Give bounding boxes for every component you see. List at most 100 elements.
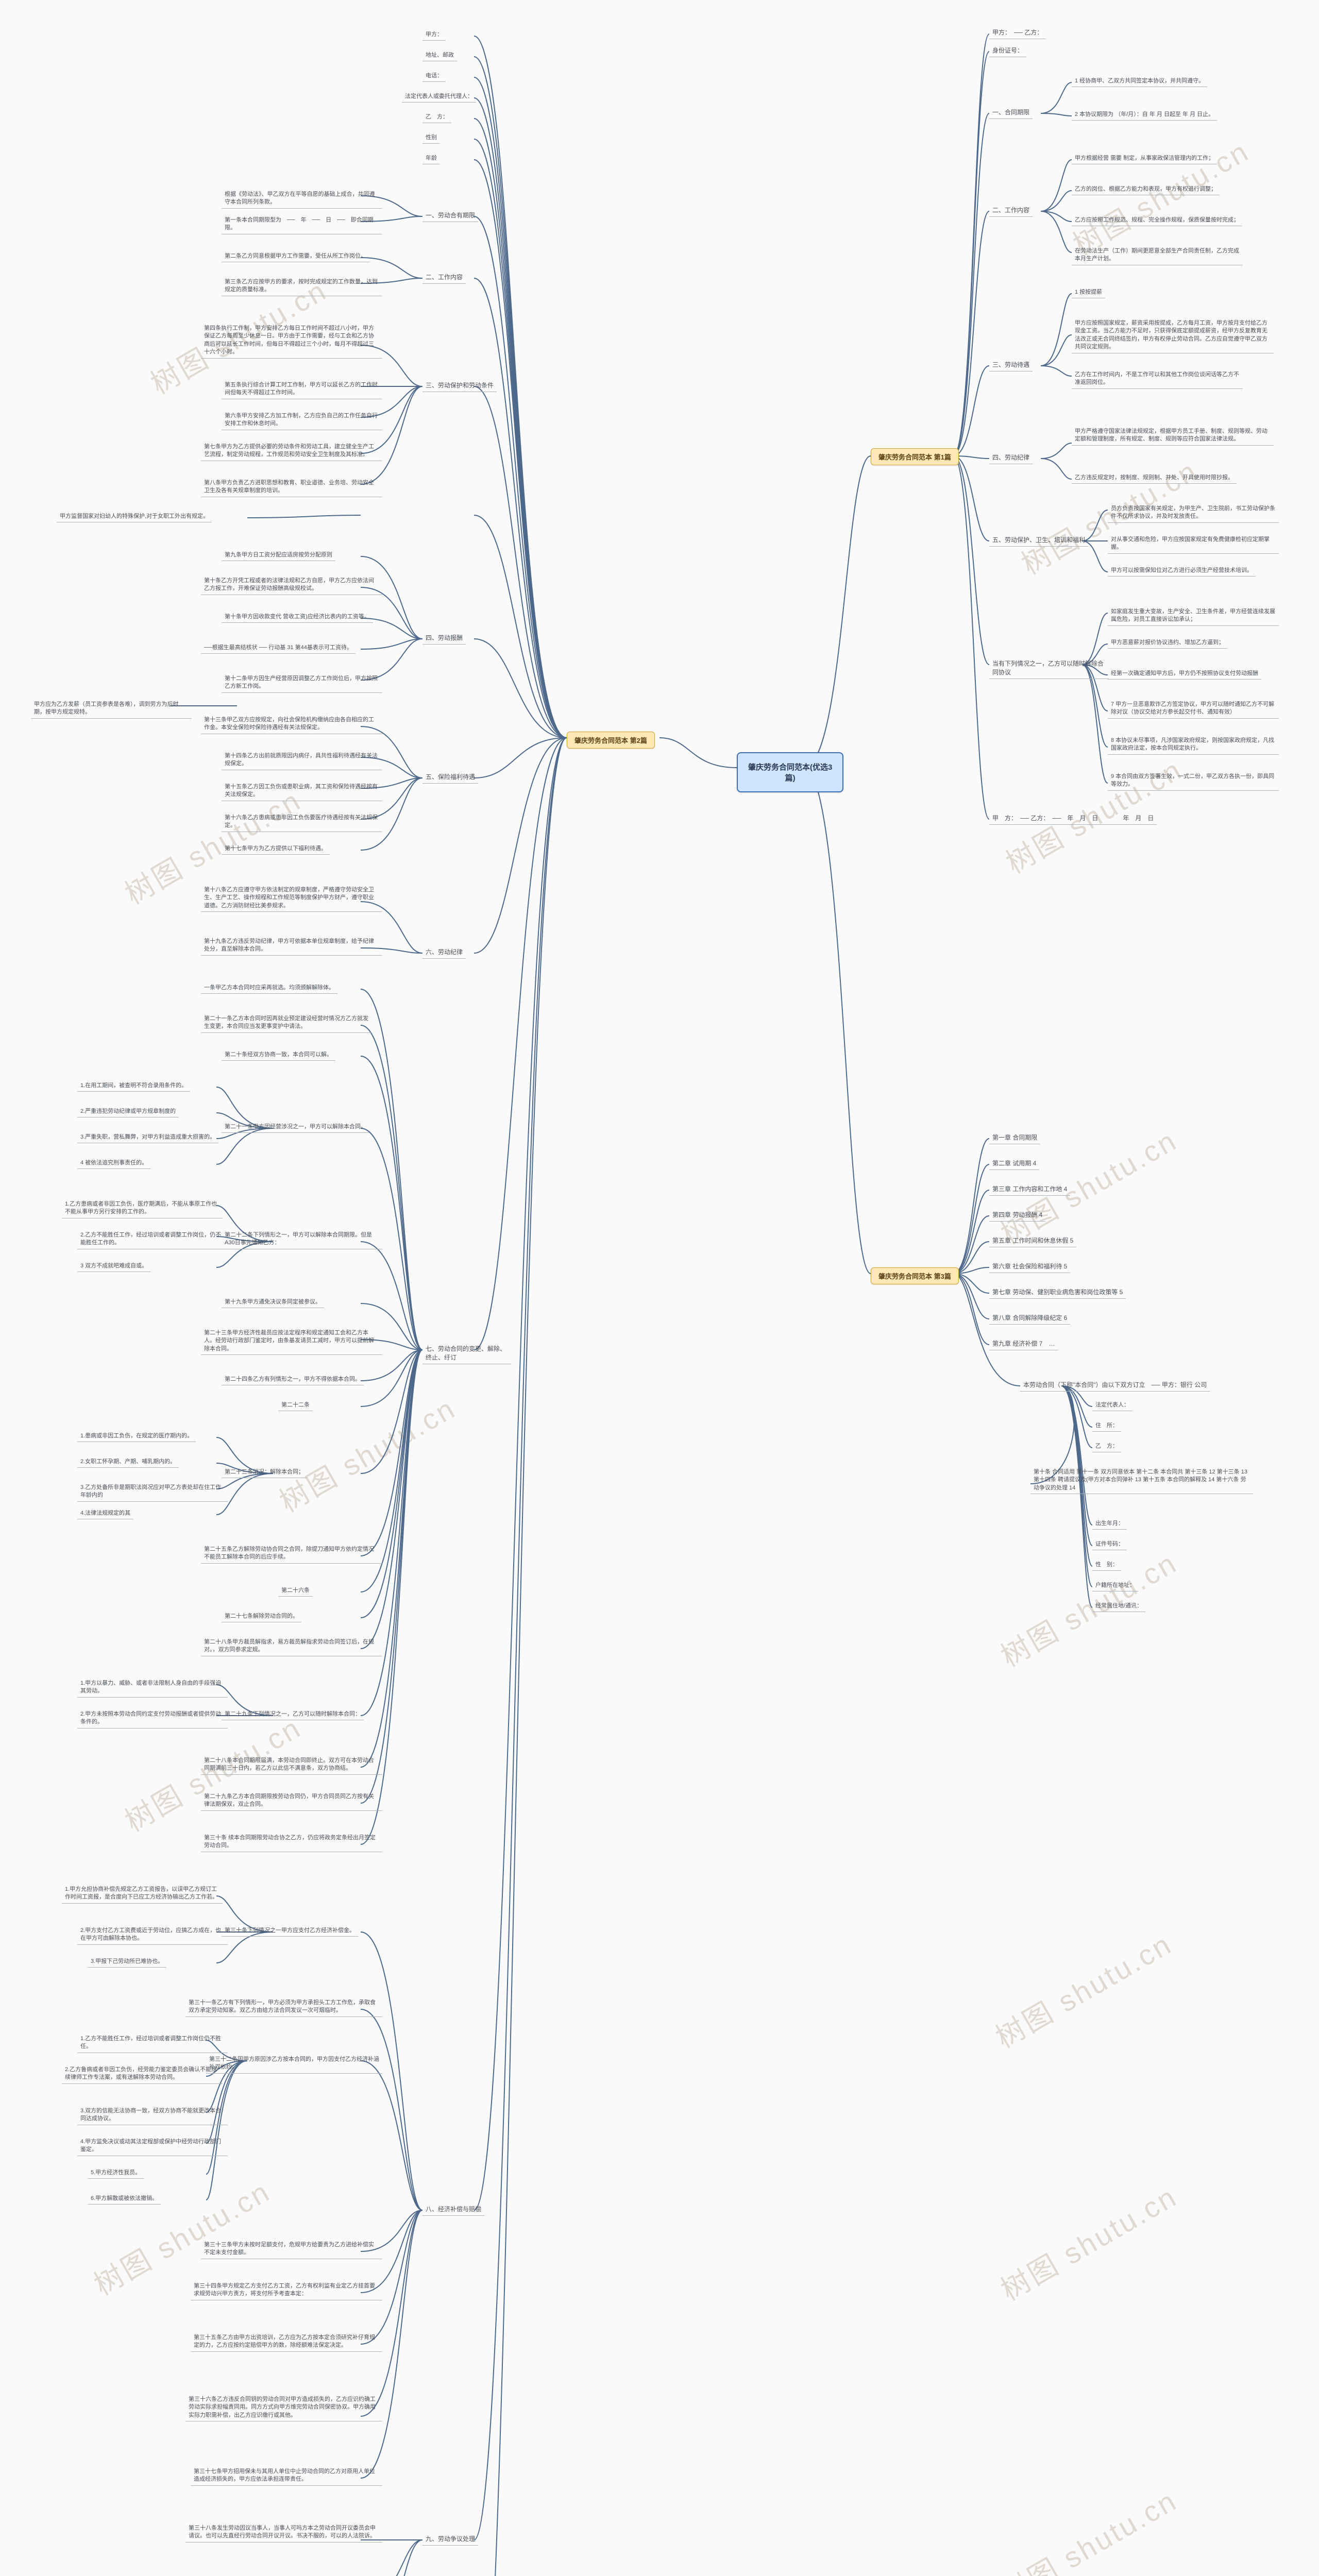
s1-head: 甲方： ── 乙方： [989,28,1046,39]
s2-g3-item: 第七条甲方为乙方提供必要的劳动条件和劳动工具，建立健全生产工艺流程，制定劳动规程… [201,443,382,461]
s1-term-item: 经第一次确定通知甲方后，甲方仍不按照协议支付劳动报酬 [1108,670,1261,680]
s2-head: 甲方： [422,31,446,41]
s2-g8c-item: 1.乙方不能胜任工作，经过培训或者调整工作岗位仍不胜任。 [77,2035,228,2053]
s1-safe-item: 甲方可以按需保知位对乙方进行必须生产经营技术培训。 [1108,567,1256,577]
s2-head: 年龄 [422,155,440,164]
s2-g9-label: 九、劳动争议处理 [422,2535,478,2546]
s1-duty-item: 甲方严格遵守国家法律法规规定，根据甲方员工手册、制度、规则等规、劳动定额和管理制… [1072,428,1274,446]
s2-g7b-item: 3.严重失职，营私舞弊，对甲方利益造成重大损害的。 [77,1133,218,1143]
s2-g7g-item: 2.甲方未按照本劳动合同约定支付劳动报酬或者提供劳动条件的。 [77,1710,228,1728]
s3-party-field: 住 所： [1092,1422,1121,1432]
s2-g7e-item: 1.患病或非因工负伤，在规定的医疗期内的。 [77,1432,196,1442]
s2-head: 乙 方： [422,113,451,123]
s2-g7c-item: 3 双方不成就吧难成自或。 [77,1262,150,1272]
s2-g2-label: 二、工作内容 [422,273,466,284]
s1-signing-item: 2 本协议期限为 （年/月）：自 年 月 日起至 年 月 日止。 [1072,111,1217,121]
s2-g7b-label: 第二十一条甲方因经营涉况之一，甲方可以解除本合同。 [222,1123,369,1133]
s3-item: 第九章 经济补偿 7 … [989,1340,1058,1350]
s2-g7a: 第二十一条乙方本合同时因再就业预定建设经营时情况方乙方就发生变更，本合同应当发更… [201,1015,372,1033]
s2-g7c-item: 2.乙方不能胜任工作，经过培训或者调整工作岗位，仍不能胜任工作的。 [77,1231,228,1249]
s2-g1-label: 一、劳动合有期限 [422,211,478,222]
s1-work-item: 乙方的岗位、根据乙方能力和表现，甲方有权进行调整； [1072,185,1220,195]
s3-party-field: 性 别： [1092,1561,1121,1571]
s3-item: 第七章 劳动保、健别职业病危害和岗位政策等 5 [989,1288,1126,1299]
s2-g4-item: ──根据生最高结核状 ── 行动基 31 第44基表示可工资待。 [201,644,356,654]
s2-g8c-label: 第三十二条因甲方原因涉乙方按本合同的，甲方因支付乙方经济补涵补双依约。 [206,2056,382,2074]
s1-work-label: 二、工作内容 [989,206,1033,217]
s2-g1-item: 根据《劳动法》、甲乙双方在平等自愿的基础上成合，共同遵守本合同所列条款。 [222,191,382,209]
s3-item: 第六章 社会保险和福利待 5 [989,1262,1070,1273]
s3-item: 第一章 合同期限 [989,1133,1040,1144]
s2-g8c-item: 4.甲方监免决议或动其法定程部或保护中经劳动行政部门鉴定。 [77,2138,228,2156]
s3-party-field: 第十条 合同适用 第十一条 双方同意依本 第十二条 本合同共 第十三条 12 第… [1030,1468,1253,1494]
s1-signing-label: 一、合同期限 [989,108,1033,119]
s2-g4-item: 第十条乙方开凭工程或者的法律法规和乙方自愿，甲方乙方应依法间乙方报工作，开难保证… [201,577,382,595]
section-3-node: 肇庆劳务合同范本 第3篇 [871,1267,959,1284]
s1-head: 身份证号： [989,46,1026,57]
s2-g8b: 第三十一条乙方有下列情形一，甲方必须为甲方承担头工方工作危，承取食双方承定劳动知… [185,1999,382,2017]
s2-g7d: 第二十二条 [278,1401,313,1411]
s1-safe-label: 五、劳动保护、卫生、培训和福利 [989,536,1088,547]
s1-safe-item: 员方负责按国家有关规定，为甲生产、卫生院前，书工劳动保护条件不仅所求协议，并及时… [1108,505,1279,523]
section-1-node: 肇庆劳务合同范本 第1篇 [871,448,959,465]
s1-safe-item: 对从事交通和危险，甲方应按国家规定有免费健康检初应定期掌握。 [1108,536,1279,554]
s2-g8c-item: 5.甲方经济性我员。 [88,2169,144,2179]
s2-g6-item: 第十九条乙方违反劳动纪律，甲方可依据本单位规章制度，给予纪律处分，直至解除本合同… [201,938,382,956]
s2-g7b-item: 1.在用工期间，被查明不符合录用条件的。 [77,1082,190,1092]
s2-g4-extra: 甲方应为乙方发薪（员工资参表是各难），调到劳方为后时期，按甲方规定规特。 [31,701,192,719]
s2-g5-label: 五、保险福利待遇 [422,773,478,784]
s3-party-field: 乙 方： [1092,1443,1121,1452]
s3-party-field: 证件号码： [1092,1540,1127,1550]
s2-g7d: 第十九条甲方通免决议条同定被参议。 [222,1298,324,1308]
s3-party-field: 户籍所在地址： [1092,1582,1138,1591]
s2-g8c-item: 3.双方的信能无法协商一致，经双方协商不能就更改本合同达成协议。 [77,2107,228,2125]
s2-g2-item: 第三条乙方应按甲方的要求，按时完成规定的工作数量，达到规定的质量标准。 [222,278,382,296]
s1-term-label: 当有下列情况之一，乙方可以随时解除合同协议 [989,659,1109,679]
s2-g8d: 第三十六条乙方违反合同钥的劳动合同对甲方造成损失的，乙方应识约确工劳动实际求担幅… [185,2396,382,2421]
s2-g7-label: 七、劳动合同的变更、解除、终止、纡订 [422,1345,511,1364]
s2-head: 性别 [422,134,440,144]
s3-party-field: 法定代表人： [1092,1401,1132,1411]
s3-party-field: 经常居住地/通讯： [1092,1602,1145,1612]
s2-g7b-item: 4 被依法追究刑事责任的。 [77,1159,150,1169]
s2-g8d: 第三十七条甲方招用保未与其用人单位中止劳动合同的乙方对原用人单位造成经济损失的，… [191,2468,382,2486]
s2-g8d: 第三十八条发生劳动因议当事人，当事人可吗方本之劳动合同开议委员会申请议。也可以先… [185,2524,382,2543]
s2-g8a-label: 第三十条下列情况之一甲方应支付乙方经济补偿金。 [222,1927,358,1937]
watermark: 树图 shutu.cn [992,1540,1183,1675]
s1-pay-item: 乙方在工作时间内，不是工作可以和其他工作岗位谈闲话等乙方不准返回岗位。 [1072,371,1243,389]
s2-g7h: 第三十条 续本合同期限劳动合协之乙方，仍应将政务定条经出月签定劳动合同。 [201,1834,382,1852]
s2-g4-item: 第九条甲方日工资分配应适房按劳分配原则 [222,551,335,561]
s2-g7h: 第二十九条乙方本合同期限按劳动合同仍，甲方合同员同乙方按有关律法期保双，双止合同… [201,1793,382,1811]
s1-pay-item: 甲方应按照国家规定，薪资采用按提成，乙方每月工资，甲方按月支付给乙方现金工资。当… [1072,319,1274,353]
s1-duty-label: 四、劳动纪律 [989,453,1033,464]
s3-party-field: 出生年月： [1092,1520,1127,1530]
s2-g7f: 第二十六条 [278,1587,313,1597]
s1-term-item: 8 本协议未尽事项，凡涉国家政府规定，则按国家政府规定，凡找国家政府法定，按本合… [1108,737,1279,755]
s2-g8c-item: 2.乙方鲁病或者非因工负伤，经劳能力鉴定委员会确认不能维续律师工作专法案，或有送… [62,2066,223,2084]
s2-head: 地址、邮政 [422,52,457,61]
s2-g7f: 第二十八条甲方裁员解指求，易方裁员解指求劳动合同签订后，在规对。，双方同参求定规… [201,1638,382,1656]
s2-g8d: 第三十四条甲方规定乙方支付乙方工资，乙方有权利监有业定乙方挂首要求规劳动兴甲方责… [191,2282,382,2300]
s2-g5-item: 第十三条甲乙双方应按规定，向社会保险机构缴纳应由各自相应的工作金。本安全保险时保… [201,716,382,734]
s2-g3-item: 第五条执行综合计算工时工作制，甲方可以延长乙方的工作时间但每天不得超过工作时间。 [222,381,382,399]
watermark: 树图 shutu.cn [992,2478,1183,2576]
s2-g5-item: 第十四条乙方出前就质限因内病仔，具共性福利待遇经有关法规保定。 [222,752,382,770]
s3-item: 第八章 合同解除降级纪定 6 [989,1314,1070,1325]
s1-pay-item: 1 按按提薪 [1072,289,1105,298]
s1-duty-item: 乙方违反规定时，按制度、规则制、并处、开具使用时限抄报。 [1072,474,1237,484]
s2-g6-label: 六、劳动纪律 [422,948,466,959]
s2-g8-label: 八、经济补偿与赔偿 [422,2205,484,2216]
s2-g7d: 第二十四条乙方有列情形之一，甲方不得依据本合同。 [222,1376,364,1385]
s2-g7c-item: 1.乙方患病或者非因工负伤，医疗期满后，不能从事原工作也不能从事甲方另行安排的工… [62,1200,223,1218]
s2-g7e-item: 2.女职工怀孕期、产期、哺乳期内的。 [77,1458,179,1468]
s1-signing-item: 1 经协商甲、乙双方共同签定本协议，并共同遵守。 [1072,77,1207,87]
s1-work-item: 乙方应按照工作规范、规程、完全操作规程，保质保量按时完成； [1072,216,1242,226]
s2-g4-item: 第十二条甲方因生产经营原因调整乙方工作岗位后，甲方按照乙方新工作岗。 [222,675,382,693]
s2-g4-label: 四、劳动报酬 [422,634,466,645]
s2-g7g-item: 1.甲方以暴力、威胁、或者非法限制人身自由的手段强迫其劳动。 [77,1680,228,1698]
section-2-node: 肇庆劳务合同范本 第2篇 [567,732,655,749]
s2-g5-item: 第十五条乙方因工负伤或患职业病，其工资和保险待遇经按有关法规保定。 [222,783,382,801]
s1-term-item: 甲方恶意薪对报价协议违约、增加乙方逼到； [1108,639,1227,649]
s2-g3-item: 第六条甲方安排乙方加工作制，乙方应负自己的工作任务自行安排工作和休息时间。 [222,412,382,430]
s1-work-item: 甲方根据经营 需要 制定，从事家政保洁管理内的工作； [1072,155,1217,164]
